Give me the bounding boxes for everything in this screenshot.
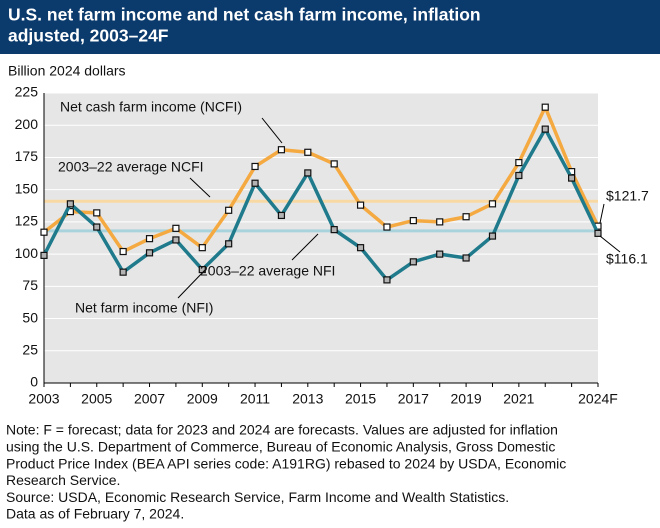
data-point	[462, 213, 470, 221]
data-point	[225, 206, 233, 214]
chart-title: U.S. net farm income and net cash farm i…	[8, 5, 481, 25]
data-point	[304, 169, 312, 177]
title-bar	[0, 0, 660, 54]
data-point	[277, 211, 286, 220]
value-label: $121.7	[606, 188, 649, 204]
data-point	[383, 223, 391, 231]
x-tick-label: 2024F	[578, 391, 618, 407]
data-point	[40, 251, 48, 259]
data-point	[356, 201, 365, 209]
y-tick-label: 150	[15, 180, 39, 196]
data-point	[40, 228, 48, 236]
data-point	[356, 244, 365, 252]
y-tick-label: 225	[15, 84, 39, 100]
data-point	[225, 240, 233, 248]
y-tick-label: 175	[15, 148, 39, 164]
y-tick-label: 50	[22, 309, 38, 325]
data-point	[145, 249, 154, 257]
data-point	[145, 235, 154, 243]
y-tick-label: 100	[15, 245, 39, 261]
x-tick-label: 2013	[292, 391, 323, 407]
x-tick-label: 2007	[134, 391, 165, 407]
y-tick-label: 125	[15, 213, 39, 229]
x-tick-label: 2009	[187, 391, 218, 407]
data-point	[119, 247, 127, 256]
data-point	[515, 159, 523, 167]
data-point	[409, 217, 417, 225]
x-tick-label: 2021	[503, 391, 534, 407]
x-tick-label: 2003	[28, 391, 59, 407]
data-point	[251, 179, 259, 187]
data-point	[93, 223, 101, 231]
data-point	[541, 125, 549, 133]
data-point	[330, 160, 338, 168]
data-point	[436, 250, 444, 258]
data-point	[251, 162, 259, 171]
data-point	[93, 209, 101, 217]
data-point	[594, 229, 602, 237]
y-axis-label: Billion 2024 dollars	[8, 63, 126, 79]
data-point	[198, 244, 206, 252]
data-point	[383, 276, 391, 284]
data-point	[462, 254, 470, 262]
note: Source: USDA, Economic Research Service,…	[6, 489, 509, 505]
reference-label: 2003–22 average NCFI	[58, 159, 204, 175]
x-tick-label: 2015	[345, 391, 376, 407]
series-line	[42, 105, 600, 254]
note: Data as of February 7, 2024.	[6, 506, 184, 522]
x-tick-label: 2019	[451, 391, 482, 407]
x-tick-label: 2011	[240, 391, 270, 407]
value-label: $116.1	[606, 251, 648, 267]
data-point	[541, 103, 549, 111]
data-point	[568, 174, 576, 182]
series-annotation: Net farm income (NFI)	[75, 300, 213, 316]
data-point	[304, 148, 312, 156]
x-tick-label: 2017	[398, 391, 429, 407]
data-point	[330, 226, 338, 234]
leader-line	[291, 233, 319, 261]
note: using the U.S. Department of Commerce, B…	[6, 439, 555, 455]
note: Product Price Index (BEA API series code…	[6, 455, 566, 471]
note: Research Service.	[6, 472, 120, 488]
data-point	[172, 224, 180, 232]
leader-line	[189, 177, 211, 198]
leader-line	[599, 203, 605, 224]
reference-label: 2003–22 average NFI	[200, 263, 335, 279]
data-point	[172, 236, 180, 244]
y-tick-label: 0	[30, 374, 38, 390]
y-tick-label: 25	[22, 341, 38, 357]
note: Note: F = forecast; data for 2023 and 20…	[6, 422, 558, 438]
series-line	[42, 127, 600, 282]
data-point	[66, 200, 74, 208]
data-point	[488, 200, 497, 208]
data-point	[515, 171, 523, 180]
x-tick-label: 2005	[81, 391, 112, 407]
data-point	[277, 146, 286, 154]
data-point	[119, 268, 127, 276]
leader-line	[599, 235, 621, 253]
chart-title: adjusted, 2003–24F	[8, 26, 169, 46]
plot-background	[44, 93, 598, 383]
y-tick-label: 200	[15, 116, 39, 132]
leader-line	[177, 269, 206, 299]
data-point	[409, 258, 417, 266]
data-point	[436, 218, 444, 226]
leader-line	[261, 117, 283, 144]
data-point	[488, 232, 497, 240]
y-tick-label: 75	[22, 277, 38, 293]
series-annotation: Net cash farm income (NCFI)	[60, 99, 242, 115]
